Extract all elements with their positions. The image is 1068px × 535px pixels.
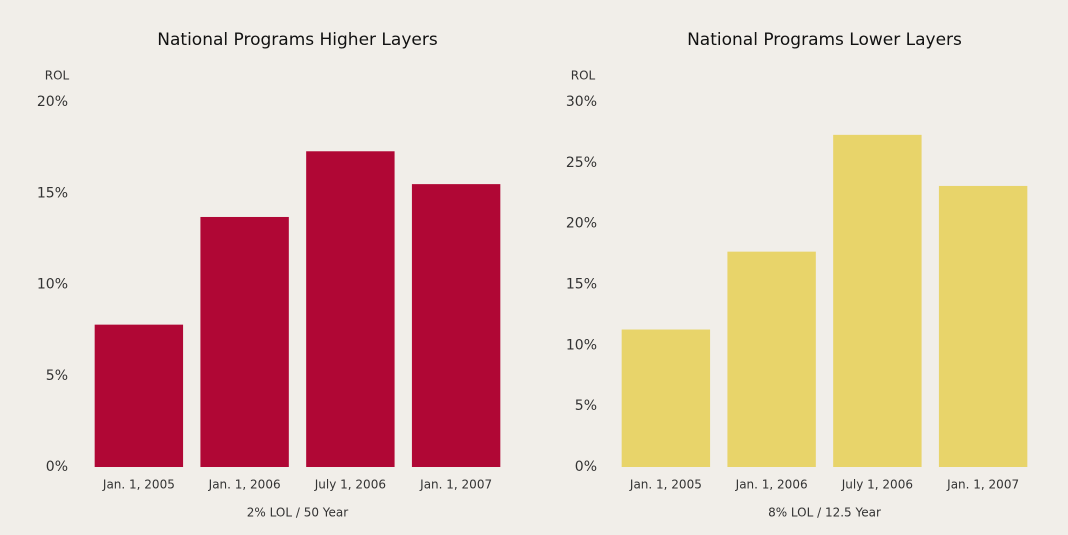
y-tick-label: 15%	[37, 185, 68, 201]
x-tick-label: Jan. 1, 2006	[735, 478, 808, 492]
y-tick-label: 20%	[37, 94, 68, 110]
y-tick-label: 30%	[566, 94, 597, 110]
bar	[833, 134, 922, 467]
x-tick-label: Jan. 1, 2007	[946, 478, 1019, 492]
y-axis-label: ROL	[571, 69, 596, 83]
chart-title: National Programs Lower Layers	[687, 30, 962, 50]
y-tick-label: 0%	[46, 459, 68, 475]
y-tick-label: 5%	[575, 398, 597, 414]
y-tick-label: 25%	[566, 155, 597, 171]
y-axis-label: ROL	[45, 69, 70, 83]
bar	[306, 151, 395, 467]
x-tick-label: Jan. 1, 2005	[629, 478, 702, 492]
x-axis-label: 2% LOL / 50 Year	[247, 506, 348, 520]
bar	[200, 216, 289, 467]
x-tick-label: Jan. 1, 2005	[102, 478, 175, 492]
chart-title: National Programs Higher Layers	[157, 30, 438, 50]
y-tick-label: 10%	[37, 277, 68, 293]
bar	[621, 329, 711, 467]
bar	[94, 324, 184, 467]
x-tick-label: Jan. 1, 2006	[208, 478, 281, 492]
y-tick-label: 15%	[566, 277, 597, 293]
y-tick-label: 5%	[46, 368, 68, 384]
x-tick-label: Jan. 1, 2007	[419, 478, 492, 492]
bar	[938, 185, 1028, 467]
y-tick-label: 10%	[566, 337, 597, 353]
x-tick-label: July 1, 2006	[841, 478, 913, 492]
y-tick-label: 20%	[566, 216, 597, 232]
bar	[727, 251, 816, 467]
y-tick-label: 0%	[575, 459, 597, 475]
bar	[411, 184, 501, 467]
x-axis-label: 8% LOL / 12.5 Year	[768, 506, 881, 520]
x-tick-label: July 1, 2006	[314, 478, 386, 492]
